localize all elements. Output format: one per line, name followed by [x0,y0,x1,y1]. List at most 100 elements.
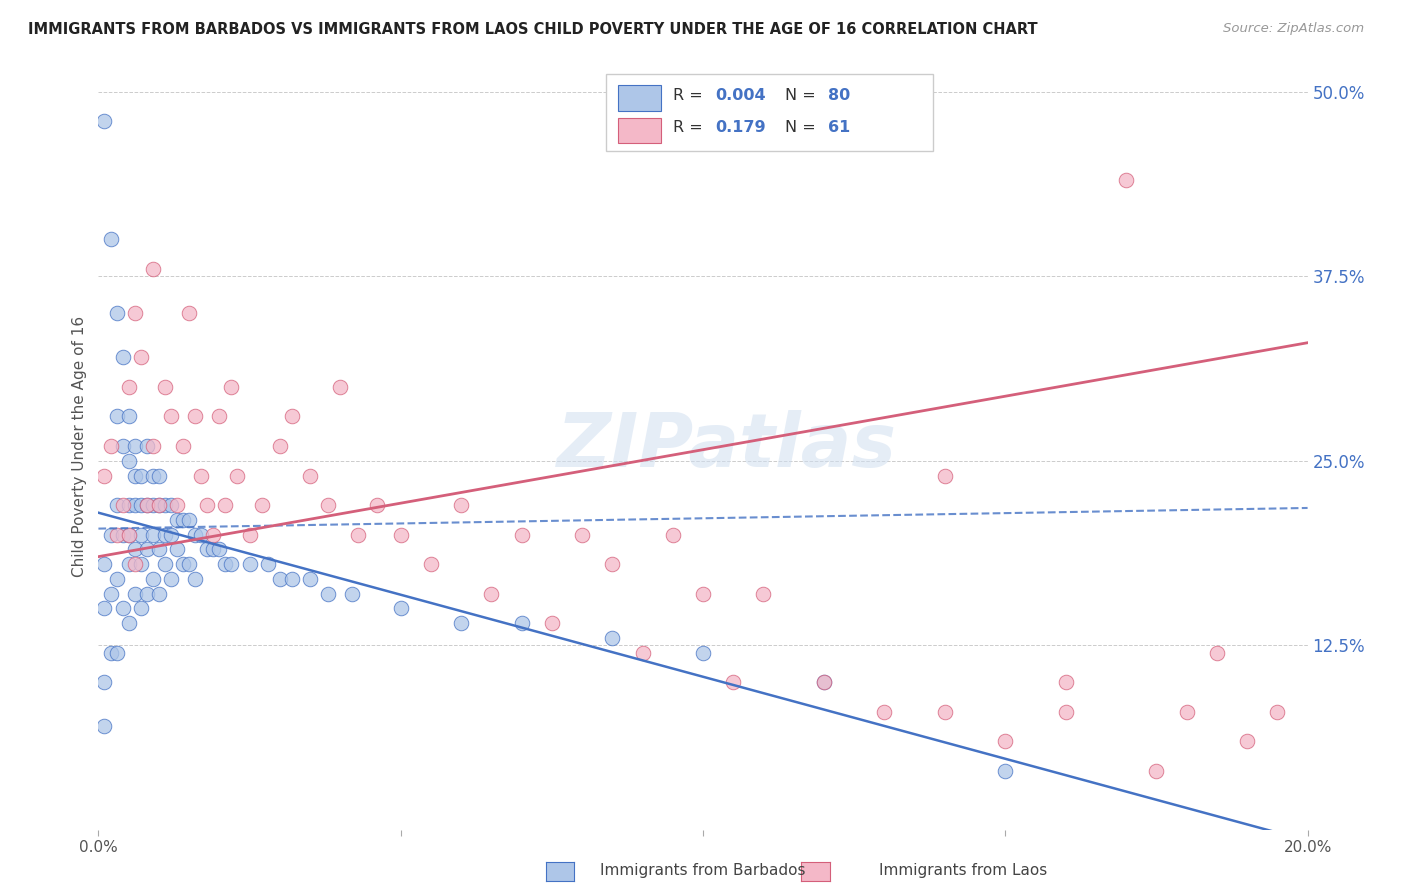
Point [105,646,128,660]
Text: 0.179: 0.179 [716,120,766,136]
Point [142,439,165,453]
Point [172,557,194,571]
Point [184,572,207,586]
Point [111,601,134,615]
Point [226,468,249,483]
Point [1115,173,1137,187]
Point [342,586,364,600]
Text: 0.004: 0.004 [716,88,766,103]
Point [148,586,170,600]
Point [118,380,141,394]
Point [124,468,146,483]
Point [221,380,243,394]
Point [366,498,388,512]
Y-axis label: Child Poverty Under the Age of 16: Child Poverty Under the Age of 16 [72,316,87,576]
Point [153,498,176,512]
Point [1206,646,1229,660]
Point [299,572,322,586]
Point [160,409,183,424]
Point [166,513,188,527]
Point [124,498,146,512]
Point [184,409,207,424]
Point [1267,705,1289,719]
Point [172,513,194,527]
Point [93,601,115,615]
Point [389,601,412,615]
Point [105,409,128,424]
FancyBboxPatch shape [619,86,661,111]
Point [124,542,146,557]
Point [994,734,1017,748]
Point [166,542,188,557]
Point [190,468,212,483]
Point [111,439,134,453]
Point [153,557,176,571]
Point [118,557,141,571]
Point [195,542,218,557]
Point [934,705,956,719]
Point [124,586,146,600]
FancyBboxPatch shape [619,118,661,143]
Point [118,498,141,512]
Point [510,527,533,541]
Point [239,557,262,571]
Point [105,572,128,586]
Point [148,468,170,483]
Text: N =: N = [785,120,821,136]
Point [420,557,443,571]
Point [256,557,278,571]
Point [93,468,115,483]
Point [129,468,152,483]
Point [166,498,188,512]
Point [571,527,593,541]
Point [723,675,745,690]
Point [214,557,236,571]
Point [111,351,134,365]
Point [179,513,201,527]
Point [184,527,207,541]
Point [153,527,176,541]
Point [118,454,141,468]
Point [450,615,472,630]
Point [142,262,165,277]
Text: ZIPatlas: ZIPatlas [557,409,897,483]
Point [105,527,128,541]
Point [481,586,503,600]
Point [692,586,714,600]
Text: N =: N = [785,88,821,103]
Point [118,527,141,541]
Point [179,306,201,320]
Point [631,646,654,660]
Point [195,498,218,512]
Point [142,572,165,586]
Point [93,557,115,571]
Point [602,631,624,645]
Point [93,675,115,690]
Point [160,572,183,586]
Point [172,439,194,453]
Point [100,646,122,660]
Point [111,498,134,512]
Point [111,527,134,541]
Point [994,764,1017,778]
Text: Source: ZipAtlas.com: Source: ZipAtlas.com [1223,22,1364,36]
Point [202,527,225,541]
Point [100,586,122,600]
Point [148,542,170,557]
Point [142,527,165,541]
Point [160,527,183,541]
Point [100,232,122,246]
Point [934,468,956,483]
Point [135,586,157,600]
Text: Immigrants from Laos: Immigrants from Laos [879,863,1047,878]
Point [142,498,165,512]
Text: R =: R = [672,120,707,136]
Point [813,675,835,690]
Text: 61: 61 [828,120,849,136]
Point [148,498,170,512]
Point [347,527,370,541]
Point [510,615,533,630]
Point [105,306,128,320]
Text: R =: R = [672,88,707,103]
Point [813,675,835,690]
